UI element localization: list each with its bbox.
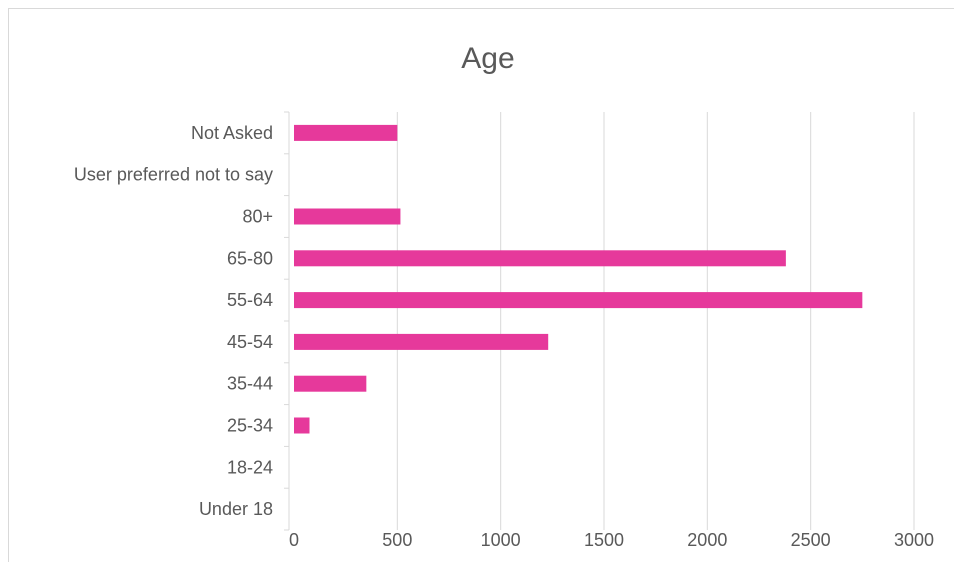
x-tick-label: 2500	[791, 530, 831, 550]
category-label: Under 18	[199, 499, 273, 519]
category-label: User preferred not to say	[74, 165, 273, 185]
axes	[284, 111, 290, 531]
category-label: 18-24	[227, 457, 273, 477]
bar	[294, 375, 367, 392]
tick-labels: 0 500 1000 1500 2000 2500 3000	[289, 530, 934, 550]
bar	[294, 208, 401, 225]
bar	[294, 292, 863, 309]
x-tick-label: 3000	[894, 530, 934, 550]
x-tick-label: 1000	[481, 530, 521, 550]
gridlines	[396, 112, 915, 530]
bar	[294, 250, 786, 267]
chart-frame	[8, 8, 954, 562]
x-tick-label: 2000	[687, 530, 727, 550]
bars	[294, 124, 863, 434]
category-label: 65-80	[227, 248, 273, 268]
category-label: 45-54	[227, 332, 273, 352]
category-label: 55-64	[227, 290, 273, 310]
category-label: 35-44	[227, 374, 273, 394]
category-label: 80+	[242, 207, 273, 227]
x-tick-label: 500	[382, 530, 412, 550]
category-label: Not Asked	[191, 123, 273, 143]
x-tick-label: 0	[289, 530, 299, 550]
bar	[294, 333, 549, 350]
bar	[294, 417, 310, 434]
category-labels: Not Asked User preferred not to say 80+ 65-…	[74, 123, 273, 519]
chart-title: Age	[461, 42, 514, 75]
category-label: 25-34	[227, 416, 273, 436]
x-tick-label: 1500	[584, 530, 624, 550]
bar	[294, 124, 398, 141]
